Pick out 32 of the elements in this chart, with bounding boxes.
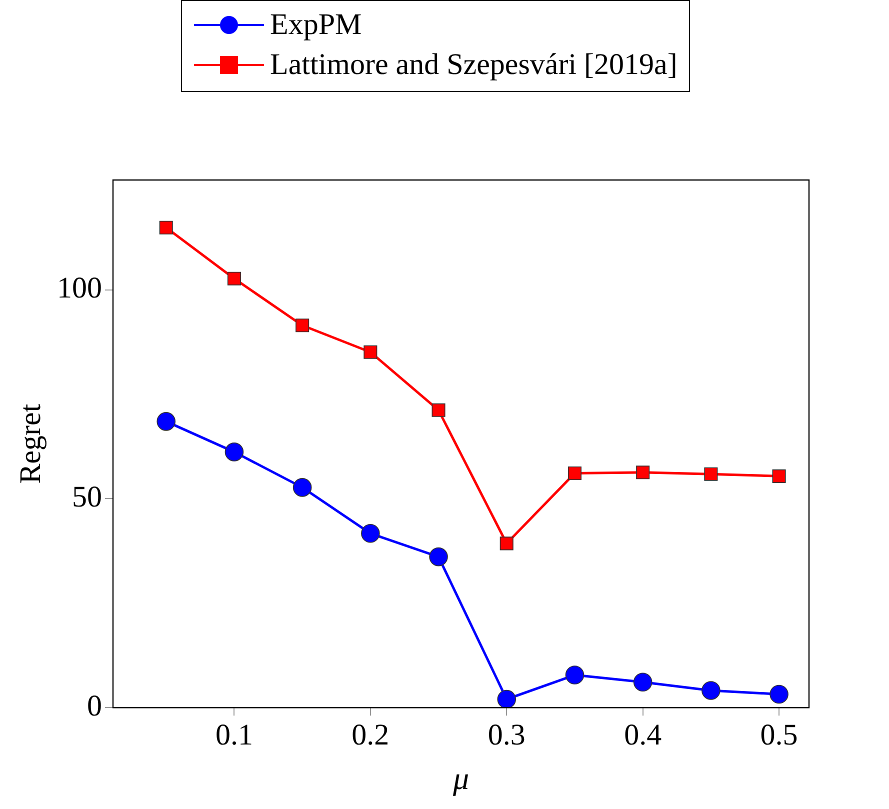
point [224,442,244,462]
point [770,684,788,704]
x-tick-label: 0.4 [624,718,662,752]
point [156,412,176,431]
point [292,478,312,497]
legend-label: ExpPM [270,8,362,42]
point [704,467,718,481]
x-axis-title: μ [452,760,470,796]
point [568,466,582,480]
legend-label: Lattimore and Szepesvári [2019a] [270,48,678,82]
x-tick-label: 0.2 [352,718,390,752]
x-tick-label: 0.3 [488,718,526,752]
point [633,672,652,692]
point [636,466,650,480]
x-tick-label: 0.5 [760,718,798,752]
point [500,536,514,550]
point [497,690,516,708]
y-tick-label: 100 [57,272,102,305]
point [772,469,786,483]
point [429,547,448,566]
y-tick-label: 0 [87,689,102,722]
y-axis-title: Regret [14,403,47,484]
point [296,318,310,332]
point [432,403,446,417]
point [702,681,720,700]
point [361,524,380,543]
point [364,345,378,359]
point [159,220,173,234]
point [227,272,241,286]
point [565,666,584,684]
y-tick-label: 50 [72,480,102,514]
x-tick-label: 0.1 [215,718,253,752]
